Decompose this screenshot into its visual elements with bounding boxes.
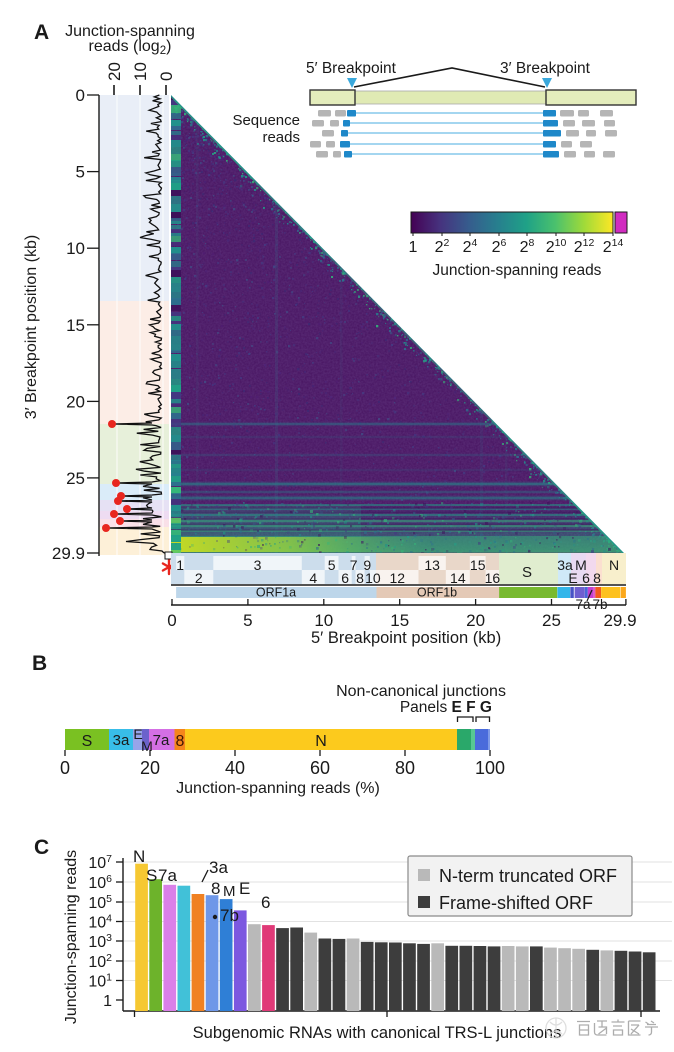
- svg-text:28: 28: [520, 237, 535, 256]
- svg-text:7a: 7a: [158, 866, 177, 885]
- svg-text:20: 20: [105, 62, 124, 81]
- svg-text:N: N: [133, 847, 145, 866]
- svg-text:24: 24: [463, 237, 478, 256]
- svg-text:M: M: [223, 883, 236, 900]
- svg-text:0: 0: [60, 758, 70, 778]
- svg-text:ORF1b: ORF1b: [417, 586, 457, 600]
- svg-text:Subgenomic RNAs with canonical: Subgenomic RNAs with canonical TRS-L jun…: [193, 1024, 562, 1042]
- svg-text:104: 104: [88, 913, 112, 932]
- svg-text:E: E: [133, 726, 142, 742]
- svg-text:Frame-shifted ORF: Frame-shifted ORF: [439, 893, 593, 913]
- svg-text:3a: 3a: [113, 732, 130, 749]
- svg-text:7a: 7a: [153, 732, 170, 749]
- svg-text:5: 5: [328, 557, 336, 573]
- svg-text:105: 105: [88, 893, 112, 912]
- svg-text:107: 107: [88, 853, 112, 872]
- svg-text:15: 15: [66, 316, 85, 335]
- svg-text:3: 3: [254, 557, 262, 573]
- svg-text:7: 7: [350, 557, 358, 573]
- svg-text:M: M: [575, 557, 587, 573]
- svg-text:10: 10: [131, 62, 150, 81]
- svg-text:106: 106: [88, 873, 112, 892]
- svg-text:29.9: 29.9: [52, 544, 85, 563]
- svg-text:101: 101: [88, 972, 112, 991]
- svg-text:M: M: [141, 738, 153, 754]
- svg-text:0: 0: [157, 72, 176, 81]
- svg-text:6: 6: [341, 570, 349, 586]
- svg-text:2: 2: [195, 570, 203, 586]
- svg-text:3a: 3a: [557, 557, 573, 573]
- svg-text:5: 5: [76, 163, 85, 182]
- svg-text:12: 12: [389, 570, 405, 586]
- svg-text:5: 5: [243, 611, 252, 630]
- svg-text:40: 40: [225, 758, 245, 778]
- svg-text:4: 4: [309, 570, 317, 586]
- svg-text:20: 20: [66, 392, 85, 411]
- svg-text:20: 20: [466, 611, 485, 630]
- svg-text:10: 10: [365, 570, 381, 586]
- svg-text:15: 15: [470, 557, 486, 573]
- svg-text:3a: 3a: [209, 858, 228, 877]
- svg-text:25: 25: [66, 469, 85, 488]
- svg-text:25: 25: [542, 611, 561, 630]
- svg-text:7b: 7b: [220, 906, 239, 925]
- svg-text:16: 16: [485, 570, 501, 586]
- svg-text:1: 1: [103, 993, 112, 1010]
- svg-text:20: 20: [140, 758, 160, 778]
- svg-text:6: 6: [261, 893, 270, 912]
- svg-text:60: 60: [310, 758, 330, 778]
- svg-text:26: 26: [492, 237, 507, 256]
- svg-text:13: 13: [424, 557, 440, 573]
- svg-text:E: E: [568, 570, 577, 586]
- svg-text:N-term truncated ORF: N-term truncated ORF: [439, 866, 617, 886]
- svg-text:1: 1: [409, 239, 418, 256]
- svg-text:9: 9: [363, 557, 371, 573]
- svg-text:210: 210: [546, 237, 567, 256]
- svg-text:ORF1a: ORF1a: [256, 586, 296, 600]
- svg-text:0: 0: [167, 611, 176, 630]
- svg-text:S: S: [522, 564, 532, 581]
- svg-text:10: 10: [66, 239, 85, 258]
- svg-text:15: 15: [390, 611, 409, 630]
- svg-text:8: 8: [356, 570, 364, 586]
- svg-text:Non-canonical junctions: Non-canonical junctions: [336, 683, 506, 700]
- svg-text:E: E: [239, 879, 250, 898]
- svg-text:8: 8: [176, 733, 185, 750]
- svg-text:22: 22: [435, 237, 450, 256]
- svg-text:Junction-spanning reads: Junction-spanning reads: [433, 262, 602, 279]
- svg-text:1: 1: [176, 557, 184, 573]
- svg-text:0: 0: [76, 86, 85, 105]
- svg-text:100: 100: [475, 758, 505, 778]
- svg-text:Panels E F G: Panels E F G: [400, 699, 492, 716]
- svg-text:29.9: 29.9: [603, 611, 636, 630]
- svg-text:80: 80: [395, 758, 415, 778]
- svg-text:214: 214: [603, 237, 624, 256]
- svg-text:10: 10: [314, 611, 333, 630]
- svg-text:103: 103: [88, 932, 112, 951]
- svg-text:N: N: [609, 557, 619, 573]
- svg-text:8: 8: [593, 570, 601, 586]
- svg-text:S: S: [146, 866, 157, 885]
- svg-text:S: S: [82, 733, 93, 750]
- svg-text:212: 212: [574, 237, 595, 256]
- svg-text:14: 14: [450, 570, 466, 586]
- svg-text:Junction-spanning reads (%): Junction-spanning reads (%): [176, 780, 380, 797]
- svg-text:102: 102: [88, 952, 112, 971]
- svg-text:8: 8: [211, 879, 220, 898]
- svg-text:N: N: [315, 733, 327, 750]
- svg-text:6: 6: [582, 570, 590, 586]
